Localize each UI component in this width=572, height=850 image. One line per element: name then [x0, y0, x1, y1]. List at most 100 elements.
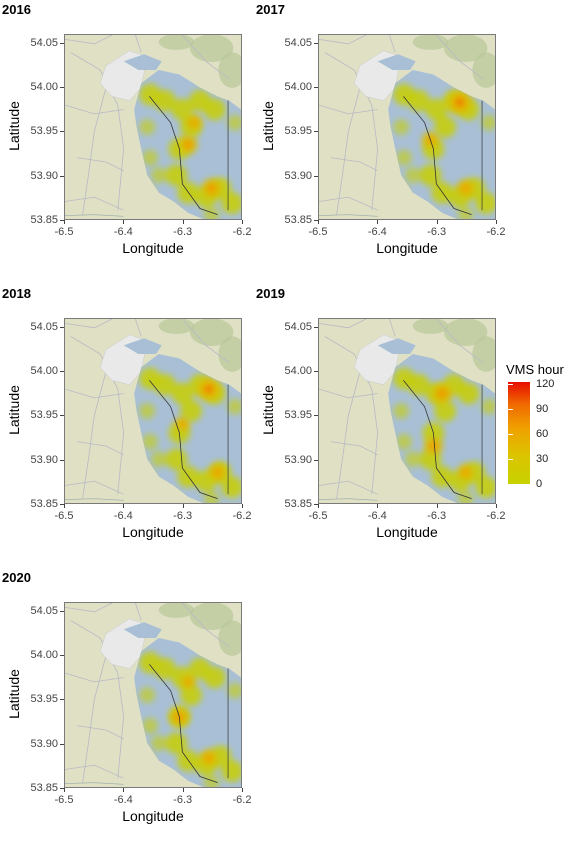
y-tick-label: 53.95	[30, 125, 58, 138]
southern-road	[319, 498, 378, 501]
y-tick-label: 53.95	[284, 125, 312, 138]
y-tick-mark	[60, 220, 64, 221]
y-tick-mark	[60, 415, 64, 417]
y-tick-mark	[314, 42, 318, 44]
hotspot-1-mid	[203, 753, 214, 764]
x-tick-mark	[496, 220, 497, 224]
road-0	[324, 52, 379, 211]
heat-cell-2	[171, 98, 194, 121]
x-tick-label: -6.3	[173, 510, 193, 522]
x-tick-label: -6.2	[232, 510, 252, 522]
estuary	[377, 338, 416, 355]
hotspot-2-mid	[178, 420, 187, 429]
road-4	[319, 196, 378, 211]
road-2	[336, 87, 361, 215]
basemap-svg	[319, 319, 495, 503]
road-5	[135, 603, 142, 621]
heat-cell-outer-4	[457, 490, 474, 503]
x-tick-label: -6.3	[173, 794, 193, 806]
heat-cell-outer-1	[142, 149, 158, 166]
map-canvas	[64, 602, 242, 788]
road-7	[319, 35, 367, 45]
y-tick-label: 53.90	[30, 737, 58, 750]
x-tick-mark	[436, 220, 438, 224]
x-tick-label: -6.2	[232, 794, 252, 806]
estuary	[123, 338, 162, 355]
panel-title: 2018	[2, 286, 31, 301]
x-axis-label: Longitude	[122, 808, 184, 824]
heat-cell-outer-5	[227, 114, 241, 131]
heat-cell-outer-1	[396, 149, 412, 166]
hotspot-0-peak	[206, 386, 212, 392]
hill-shade-1	[218, 620, 241, 656]
y-tick-label: 53.95	[30, 409, 58, 422]
y-tick-label: 54.05	[30, 36, 58, 49]
x-tick-mark	[436, 504, 438, 508]
y-tick-label: 53.85	[30, 782, 58, 794]
legend-tick-mark	[508, 409, 513, 410]
road-2	[336, 371, 361, 499]
heat-cell-5	[434, 116, 457, 138]
estuary	[123, 622, 162, 639]
heat-cell-outer-2	[404, 451, 421, 468]
y-tick-label: 54.05	[30, 320, 58, 333]
y-tick-mark	[60, 175, 64, 177]
road-7	[65, 603, 113, 613]
hill-shade-1	[472, 52, 495, 88]
road-5	[135, 319, 142, 337]
road-6	[182, 319, 230, 364]
heat-cell-outer-2	[404, 167, 421, 184]
heat-cell-11	[221, 760, 241, 783]
map-panel-2018: 2018 Latitude 53.85 53.90 53.95 54.00 54.05 -6.…	[2, 286, 252, 556]
x-tick-mark	[182, 788, 184, 792]
y-tick-mark	[60, 699, 64, 701]
y-tick-label: 54.00	[30, 365, 58, 378]
heat-cell-1	[153, 657, 176, 680]
panel-title: 2019	[256, 286, 285, 301]
x-tick-label: -6.5	[54, 510, 74, 522]
legend-tick-mark	[508, 484, 513, 485]
road-1	[65, 388, 124, 399]
hotspot-2-mid	[189, 118, 199, 127]
x-tick-mark	[64, 504, 65, 508]
zone-boundary	[149, 664, 218, 784]
panel-title: 2020	[2, 570, 31, 585]
legend-tick-mark	[508, 459, 513, 460]
heat-cell-4	[457, 382, 480, 405]
road-0	[70, 620, 125, 779]
hill-shade-1	[218, 336, 241, 372]
map-panel-2016: 2016 Latitude 53.85 53.90 53.95 54.00 54.05 -6.…	[2, 2, 252, 272]
road-0	[324, 336, 379, 495]
heat-cell-outer-5	[227, 682, 241, 699]
y-tick-mark	[60, 610, 64, 612]
x-tick-mark	[182, 504, 184, 508]
legend-title: VMS hour	[506, 362, 564, 377]
estuary	[377, 54, 416, 71]
hill-shade-1	[472, 336, 495, 372]
x-tick-mark	[123, 220, 125, 224]
road-3	[76, 441, 124, 456]
hotspot-2-mid	[460, 183, 471, 194]
y-tick-label: 54.00	[30, 649, 58, 662]
southern-road	[65, 498, 124, 501]
heat-cell-2	[171, 382, 194, 405]
legend-tick-label: 60	[536, 428, 549, 440]
y-tick-label: 54.00	[284, 81, 312, 94]
southern-road	[319, 214, 378, 217]
x-tick-label: -6.2	[486, 226, 506, 238]
y-tick-mark	[60, 459, 64, 461]
y-tick-mark	[314, 175, 318, 177]
map-canvas	[318, 318, 496, 504]
legend-colorbar	[508, 382, 530, 484]
x-tick-mark	[496, 504, 497, 508]
zone-boundary	[403, 96, 472, 216]
map-panel-2017: 2017 Latitude 53.85 53.90 53.95 54.00 54.05 -6.…	[256, 2, 506, 272]
hill-shade-1	[218, 52, 241, 88]
heat-cell-outer-1	[142, 433, 158, 450]
estuary	[123, 54, 162, 71]
heat-cell-11	[475, 476, 495, 499]
y-tick-mark	[314, 504, 318, 505]
y-tick-mark	[314, 415, 318, 417]
x-axis-label: Longitude	[376, 240, 438, 256]
hotspot-0-core	[439, 391, 445, 396]
